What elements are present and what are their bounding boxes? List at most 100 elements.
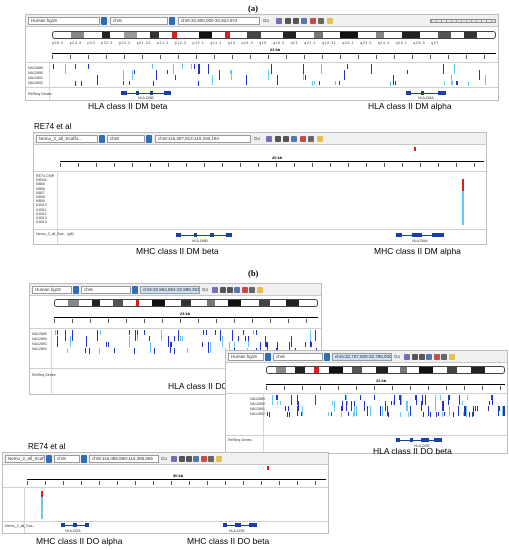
refresh-icon[interactable] [193, 456, 199, 462]
variant-mark [265, 336, 266, 347]
variant-mark [182, 336, 183, 341]
forward-icon[interactable] [186, 456, 192, 462]
variant-mark [436, 411, 437, 417]
go-button[interactable]: Go [202, 287, 209, 292]
go-button[interactable]: Go [161, 456, 168, 461]
variant-mark [435, 395, 436, 405]
chromosome-dropdown-icon[interactable] [169, 17, 175, 25]
variant-mark [394, 395, 395, 405]
locus-input[interactable]: chr6:32,900,000-32,922,874 [178, 17, 260, 25]
close-icon[interactable] [441, 354, 447, 360]
popup-icon[interactable] [317, 136, 323, 142]
close-icon[interactable] [208, 456, 214, 462]
ruler-icon[interactable] [201, 456, 207, 462]
home-icon[interactable] [212, 287, 218, 293]
variant-mark [220, 330, 221, 341]
close-icon[interactable] [318, 18, 324, 24]
genome-dropdown-icon[interactable] [101, 17, 107, 25]
zoom-slider[interactable] [430, 19, 496, 23]
variant-mark [314, 80, 315, 85]
chromosome-dropdown-icon[interactable] [146, 135, 152, 143]
close-icon[interactable] [308, 136, 314, 142]
variant-mark [266, 342, 267, 347]
variant-mark [444, 411, 445, 416]
track-name: K8B7 [36, 190, 45, 195]
forward-icon[interactable] [283, 136, 289, 142]
chromosome-dropdown-icon[interactable] [132, 286, 138, 294]
track-name: NA12892 [28, 81, 43, 85]
variant-track [52, 64, 496, 86]
back-icon[interactable] [275, 136, 281, 142]
variant-mark [168, 336, 169, 347]
popup-icon[interactable] [327, 18, 333, 24]
genome-select[interactable]: Nemo_2_all_Scaffo... [36, 135, 98, 143]
genome-dropdown-icon[interactable] [265, 353, 271, 361]
go-button[interactable]: Go [263, 18, 270, 23]
home-icon[interactable] [276, 18, 282, 24]
home-icon[interactable] [404, 354, 410, 360]
chromosome-select[interactable]: chr6 [110, 17, 168, 25]
locus-input[interactable]: chr6:32,964,854-32,988,353 [140, 286, 200, 294]
variant-mark [268, 69, 269, 80]
variant-mark [440, 395, 441, 400]
genome-dropdown-icon[interactable] [73, 286, 79, 294]
back-icon[interactable] [220, 287, 226, 293]
variant-mark [380, 406, 381, 416]
home-icon[interactable] [171, 456, 177, 462]
band-label: q23.3 [360, 41, 372, 45]
variant-mark [271, 64, 272, 74]
refresh-icon[interactable] [301, 18, 307, 24]
go-button[interactable]: Go [394, 354, 401, 359]
igv-toolbar: Human hg19 chr6 chr6:32,767,500-32,789,0… [226, 351, 507, 363]
locus-input[interactable]: chr8:116,385,980-116,398,566 [89, 455, 159, 463]
popup-icon[interactable] [449, 354, 455, 360]
chromosome-select[interactable]: chr8 [54, 455, 80, 463]
forward-icon[interactable] [227, 287, 233, 293]
variant-mark [81, 80, 82, 86]
back-icon[interactable] [179, 456, 185, 462]
chromosome-select[interactable]: chr6 [273, 353, 323, 361]
ruler-scale-label: 22 kb [376, 378, 387, 383]
variant-mark [416, 395, 417, 405]
chromosome-dropdown-icon[interactable] [81, 455, 87, 463]
variant-mark [269, 411, 270, 417]
variant-mark [364, 400, 365, 411]
chromosome-select[interactable]: chr8 [107, 135, 145, 143]
igv-window-hla-do-beta: Human hg19 chr6 chr6:32,767,500-32,789,0… [225, 350, 508, 454]
ruler-icon[interactable] [242, 287, 248, 293]
variant-mark [382, 406, 383, 416]
ruler-icon[interactable] [310, 18, 316, 24]
go-button[interactable]: Go [254, 136, 261, 141]
ruler-icon[interactable] [300, 136, 306, 142]
home-icon[interactable] [266, 136, 272, 142]
refresh-icon[interactable] [234, 287, 240, 293]
back-icon[interactable] [412, 354, 418, 360]
ruler-icon[interactable] [434, 354, 440, 360]
variant-mark [301, 411, 302, 416]
sample-track-list: RE74.CMR K8B4C K8B5 K8B6 K8B7 K8B8 K8B9 K1B10 K1… [36, 174, 58, 224]
variant-mark [319, 80, 320, 85]
locus-input[interactable]: chr6:32,767,500-32,789,000 [332, 353, 392, 361]
genome-select[interactable]: Human hg19 [28, 17, 100, 25]
variant-mark [231, 69, 232, 80]
genome-dropdown-icon[interactable] [99, 135, 105, 143]
track-name: K8B6 [36, 186, 45, 191]
genome-select[interactable]: Nemo_2_all_Scaffo... [5, 455, 45, 463]
forward-icon[interactable] [419, 354, 425, 360]
genome-dropdown-icon[interactable] [46, 455, 52, 463]
chromosome-dropdown-icon[interactable] [324, 353, 330, 361]
variant-mark [208, 342, 209, 353]
variant-mark [289, 411, 290, 417]
genome-select[interactable]: Human hg19 [32, 286, 72, 294]
locus-input[interactable]: chr8:116,307,914-116,330,194 [155, 135, 251, 143]
refresh-icon[interactable] [426, 354, 432, 360]
forward-icon[interactable] [293, 18, 299, 24]
refresh-icon[interactable] [291, 136, 297, 142]
popup-icon[interactable] [216, 456, 222, 462]
popup-icon[interactable] [257, 287, 263, 293]
annotation-track-name: RefSeq Genes [228, 438, 252, 442]
close-icon[interactable] [249, 287, 255, 293]
chromosome-select[interactable]: chr6 [81, 286, 131, 294]
genome-select[interactable]: Human hg19 [228, 353, 264, 361]
back-icon[interactable] [285, 18, 291, 24]
